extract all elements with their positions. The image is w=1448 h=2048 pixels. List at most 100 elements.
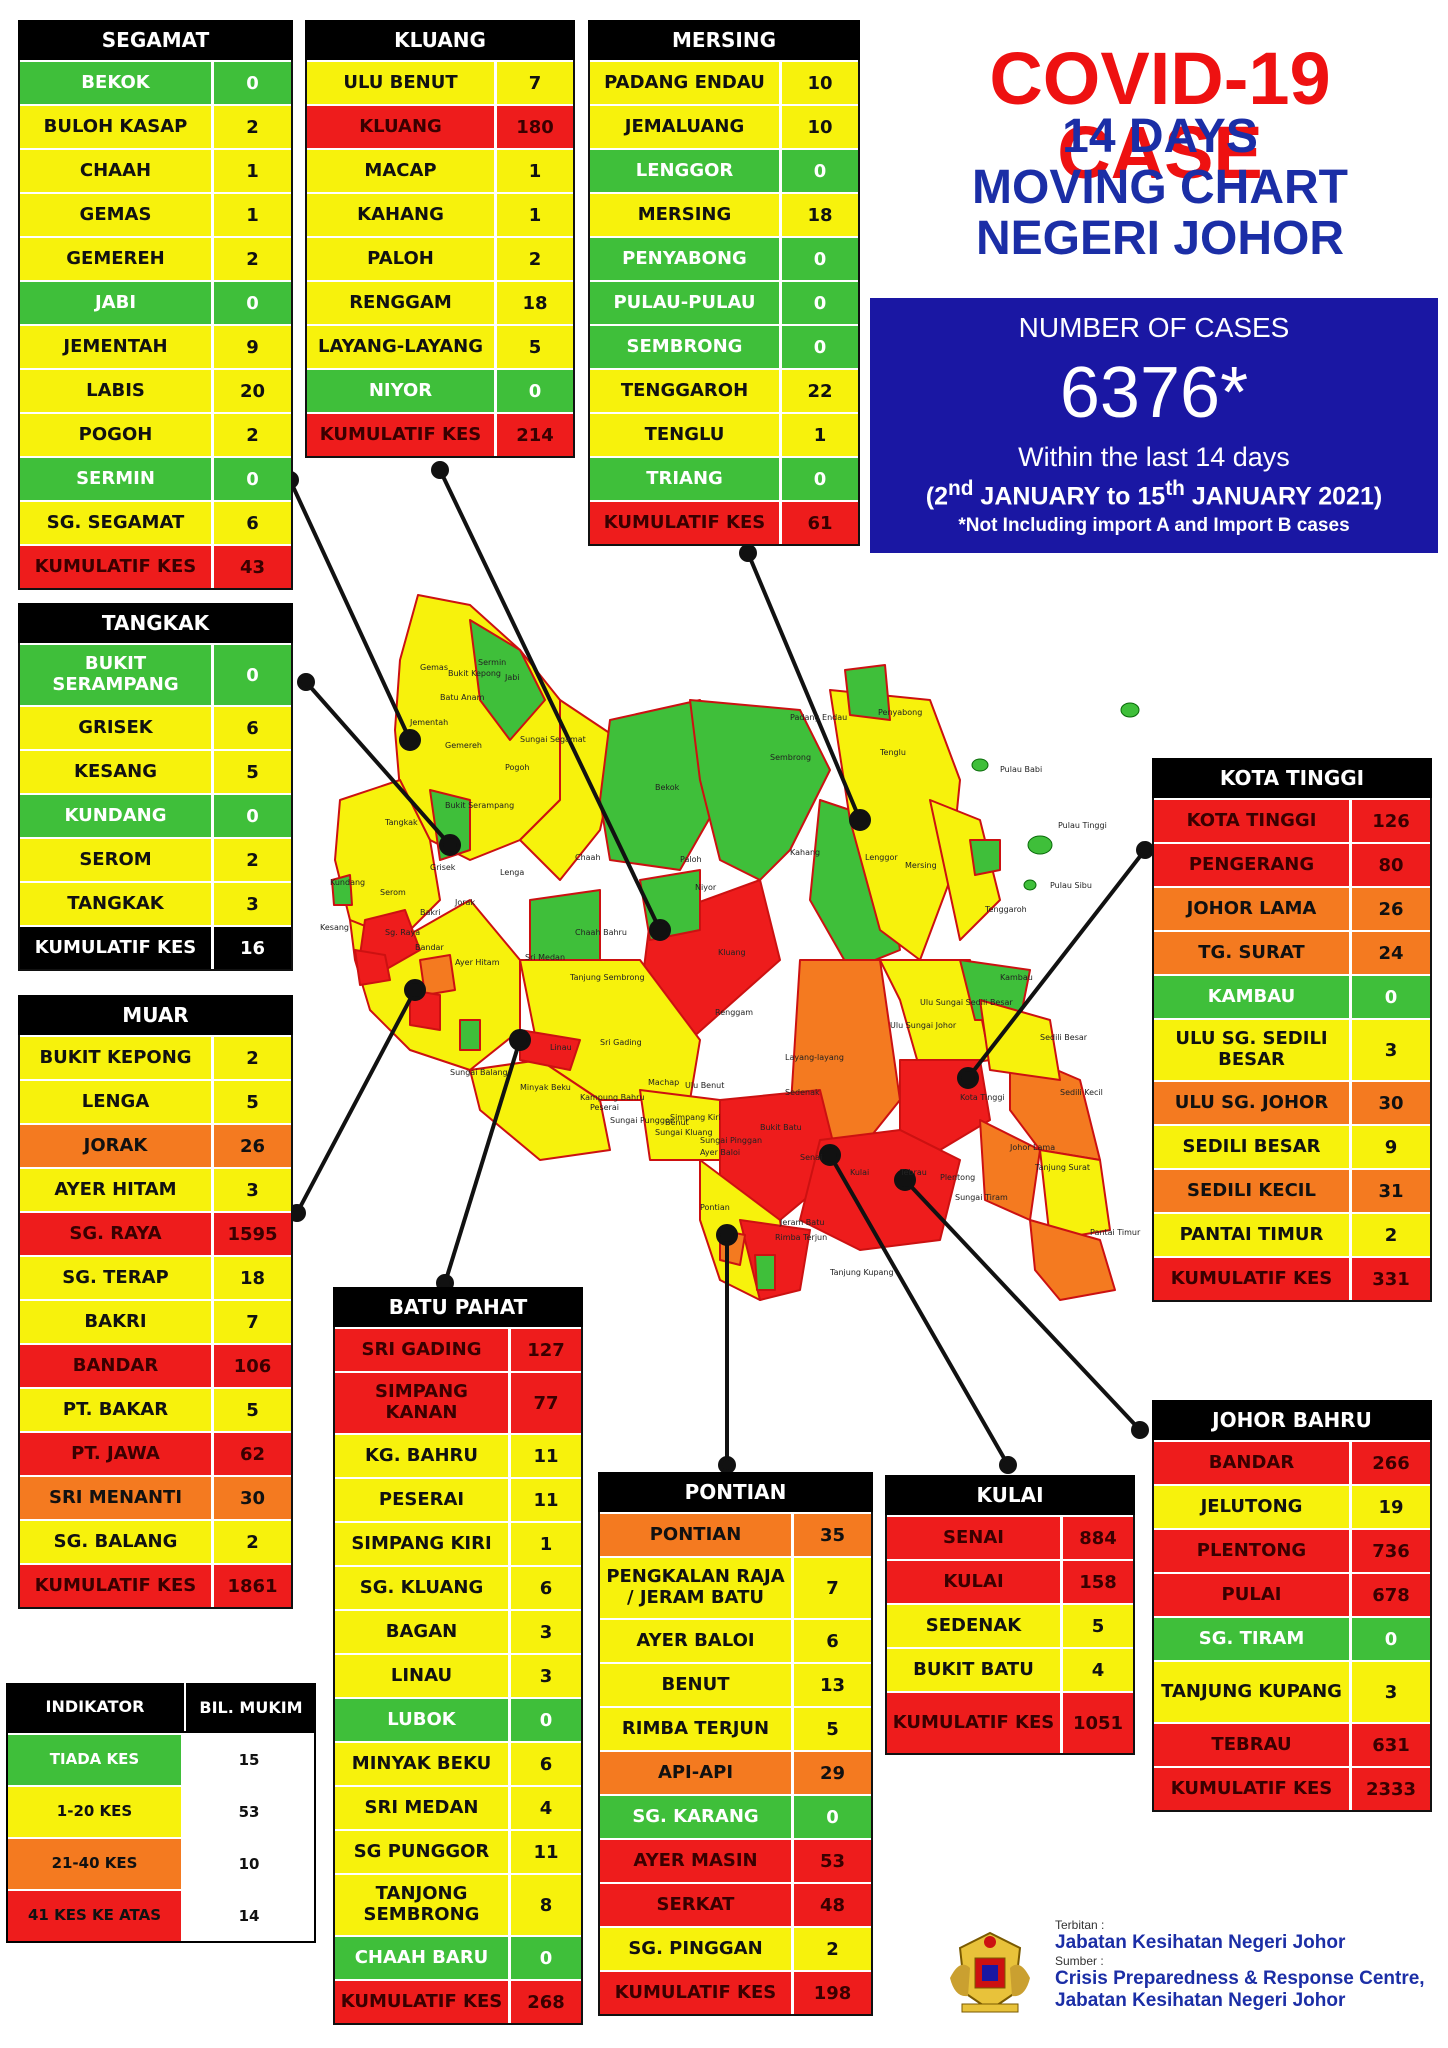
mukim-row-bandar: BANDAR 106	[20, 1343, 291, 1387]
district-rows: BUKIT KEPONG 2 LENGA 5 JORAK 26 AYER HITAM 3 SG.…	[18, 1035, 293, 1609]
map-label-ayer-baloi: Ayer Baloi	[700, 1148, 740, 1157]
mukim-case-count: 18	[239, 1267, 266, 1289]
mukim-name: TANGKAK	[20, 883, 214, 925]
district-table-mersing: MERSING PADANG ENDAU 10 JEMALUANG 10 LENGGOR 0…	[588, 20, 860, 546]
mukim-name: PADANG ENDAU	[590, 62, 782, 104]
legend-mukim-count: 53	[184, 1787, 314, 1837]
mukim-case-count: 0	[813, 336, 827, 358]
mukim-row-bandar: BANDAR 266	[1154, 1440, 1430, 1484]
leader-tangkak	[304, 680, 452, 847]
mukim-row-bukit-kepong: BUKIT KEPONG 2	[20, 1035, 291, 1079]
mukim-name: LENGA	[20, 1081, 214, 1123]
legend-header-value: BIL. MUKIM	[199, 1697, 303, 1717]
mukim-case-count: 11	[533, 1489, 559, 1511]
legend-header-label: INDIKATOR	[6, 1683, 186, 1731]
map-label-sri-gading: Sri Gading	[600, 1038, 642, 1047]
map-label-sungai-segamat: Sungai Segamat	[520, 735, 586, 744]
mukim-name: PENGKALAN RAJA / JERAM BATU	[600, 1558, 794, 1618]
map-label-tebrau: Tebrau	[899, 1168, 927, 1177]
mukim-row-sg-tiram: SG. TIRAM 0	[1154, 1616, 1430, 1660]
mukim-name: SG. RAYA	[20, 1213, 214, 1255]
mukim-row-kambau: KAMBAU 0	[1154, 974, 1430, 1018]
map-label-tangkak: Tangkak	[384, 818, 418, 827]
mukim-name: SG. KLUANG	[335, 1567, 511, 1609]
mukim-name: RIMBA TERJUN	[600, 1708, 794, 1750]
mukim-row-lenggor: LENGGOR 0	[590, 148, 858, 192]
mukim-case-count: 7	[246, 1311, 259, 1333]
mukim-name: KUMULATIF KES	[1154, 1768, 1352, 1810]
mukim-case-count: 48	[819, 1894, 846, 1916]
mukim-name: TG. SURAT	[1154, 932, 1352, 974]
map-label-kota-tinggi: Kota Tinggi	[960, 1093, 1005, 1102]
mukim-case-count: 3	[246, 893, 259, 915]
leader-mersing	[746, 552, 862, 821]
mukim-case-count: 1	[246, 160, 259, 182]
mukim-case-count: 106	[233, 1355, 272, 1377]
mukim-case-count: 35	[819, 1524, 846, 1546]
mukim-case-count: 3	[246, 1179, 259, 1201]
map-label-lenggor: Lenggor	[865, 853, 898, 862]
summary-period: (2nd JANUARY to 15th JANUARY 2021)	[925, 477, 1383, 511]
mukim-case-count: 5	[1091, 1615, 1105, 1637]
mukim-case-count: 1861	[227, 1575, 278, 1597]
map-label-linau: Linau	[550, 1043, 572, 1052]
mukim-row-tanjung-kupang: TANJUNG KUPANG 3	[1154, 1660, 1430, 1722]
mukim-case-count: 0	[539, 1709, 553, 1731]
mukim-name: KAMBAU	[1154, 976, 1352, 1018]
map-label-sedili-kecil: Sedili Kecil	[1060, 1088, 1103, 1097]
map-label-kulai: Kulai	[850, 1168, 869, 1177]
mukim-name: ULU SG. JOHOR	[1154, 1082, 1352, 1124]
district-title-kulai: KULAI	[885, 1475, 1135, 1515]
mukim-case-count: 0	[813, 248, 827, 270]
mukim-row-kumulatif-kes: KUMULATIF KES 331	[1154, 1256, 1430, 1300]
mukim-row-tanjong-sembrong: TANJONG SEMBRONG 8	[335, 1873, 581, 1935]
mukim-case-count: 0	[1384, 986, 1398, 1008]
leader-johor-bahru	[903, 1178, 1142, 1432]
mukim-case-count: 214	[516, 424, 554, 446]
mukim-row-triang: TRIANG 0	[590, 456, 858, 500]
mukim-row-sg-punggor: SG PUNGGOR 11	[335, 1829, 581, 1873]
mukim-row-sedenak: SEDENAK 5	[887, 1603, 1133, 1647]
mukim-case-count: 11	[533, 1841, 559, 1863]
map-label-tanjung-kupang: Tanjung Kupang	[829, 1268, 894, 1277]
map-label-sungai-pinggan: Sungai Pinggan	[700, 1136, 762, 1145]
mukim-case-count: 1	[813, 424, 827, 446]
map-region-bandar-muar	[354, 949, 391, 986]
mukim-case-count: 1051	[1072, 1712, 1124, 1734]
mukim-row-pulau-pulau: PULAU-PULAU 0	[590, 280, 858, 324]
mukim-row-ayer-hitam: AYER HITAM 3	[20, 1167, 291, 1211]
mukim-case-count: 16	[239, 937, 266, 959]
summary-total: 6376*	[1059, 353, 1249, 433]
mukim-row-sg-karang: SG. KARANG 0	[600, 1794, 871, 1838]
mukim-case-count: 3	[1384, 1039, 1398, 1061]
mukim-row-johor-lama: JOHOR LAMA 26	[1154, 886, 1430, 930]
mukim-case-count: 77	[533, 1392, 559, 1414]
mukim-row-bagan: BAGAN 3	[335, 1609, 581, 1653]
mukim-row-layang-layang: LAYANG-LAYANG 5	[307, 324, 573, 368]
title-main: COVID-19 CASE	[989, 37, 1331, 194]
map-label-ayer-hitam: Ayer Hitam	[455, 958, 500, 967]
mukim-case-count: 266	[1372, 1452, 1410, 1474]
mukim-name: PALOH	[307, 238, 497, 280]
title-line-moving-chart: MOVING CHART	[972, 160, 1348, 214]
title-sub: 14 DAYS MOVING CHART NEGERI JOHOR	[880, 111, 1440, 265]
legend-row-tiada-kes: TIADA KES 15	[8, 1733, 314, 1785]
mukim-row-tenglu: TENGLU 1	[590, 412, 858, 456]
mukim-row-peserai: PESERAI 11	[335, 1477, 581, 1521]
mukim-name: LAYANG-LAYANG	[307, 326, 497, 368]
mukim-case-count: 0	[246, 468, 259, 490]
mukim-row-kundang: KUNDANG 0	[20, 793, 291, 837]
mukim-row-jorak: JORAK 26	[20, 1123, 291, 1167]
mukim-name: TANJUNG KUPANG	[1154, 1662, 1352, 1722]
legend-indicator: 21-40 KES	[8, 1839, 184, 1889]
mukim-row-sembrong: SEMBRONG 0	[590, 324, 858, 368]
mukim-row-pengerang: PENGERANG 80	[1154, 842, 1430, 886]
mukim-case-count: 0	[813, 292, 827, 314]
mukim-case-count: 19	[1378, 1496, 1404, 1518]
mukim-row-bekok: BEKOK 0	[20, 60, 291, 104]
mukim-row-kulai: KULAI 158	[887, 1559, 1133, 1603]
mukim-name: CHAAH	[20, 150, 214, 192]
district-rows: BEKOK 0 BULOH KASAP 2 CHAAH 1 GEMAS 1 GEMEREH 2 JA…	[18, 60, 293, 590]
